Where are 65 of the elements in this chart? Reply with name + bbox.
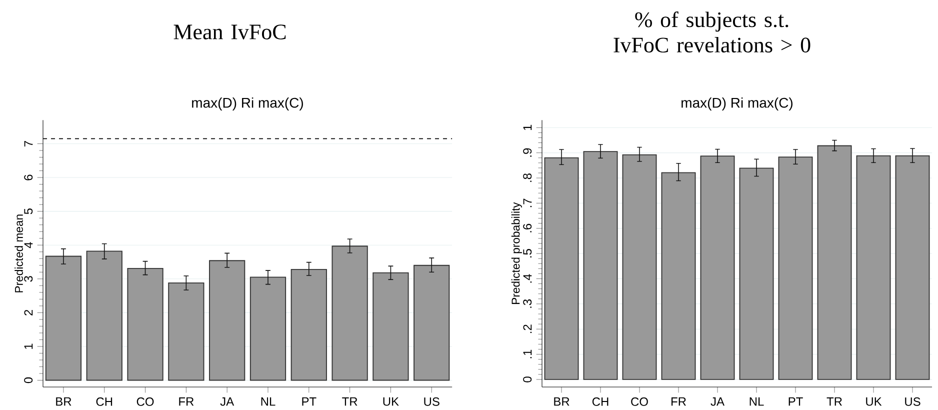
y-axis-title: Predicted probability bbox=[511, 202, 522, 304]
x-tick-label: UK bbox=[383, 397, 399, 406]
chart-subtitle: max(D) Ri max(C) bbox=[682, 97, 792, 110]
y-tick-label: .2 bbox=[523, 324, 532, 333]
x-tick-label: FR bbox=[671, 397, 686, 406]
y-tick-label: .6 bbox=[523, 224, 532, 232]
bar bbox=[127, 268, 164, 381]
y-tick-label: 6 bbox=[24, 174, 33, 180]
x-tick-label: NL bbox=[750, 397, 764, 406]
y-tick-label: 3 bbox=[24, 276, 33, 282]
x-tick-label: UK bbox=[866, 397, 882, 406]
chart-subtitle: max(D) Ri max(C) bbox=[192, 97, 303, 110]
x-tick-label: PT bbox=[302, 397, 316, 406]
y-tick-label: .9 bbox=[523, 148, 532, 157]
x-tick-label: CH bbox=[96, 397, 112, 406]
bar bbox=[817, 145, 852, 380]
y-axis-title: Predicted mean bbox=[14, 214, 23, 292]
x-tick-label: TR bbox=[342, 397, 358, 406]
x-tick-label: FR bbox=[179, 397, 194, 406]
y-tick-label: 5 bbox=[24, 208, 33, 214]
bar bbox=[372, 272, 409, 381]
bar bbox=[86, 250, 122, 381]
y-tick-label: 4 bbox=[24, 242, 33, 248]
bar bbox=[622, 154, 657, 380]
y-tick-label: 1 bbox=[523, 124, 532, 130]
x-tick-label: JA bbox=[220, 397, 234, 406]
y-tick-label: 1 bbox=[24, 344, 33, 349]
bar bbox=[544, 157, 579, 380]
x-tick-label: US bbox=[905, 397, 920, 406]
bar bbox=[414, 264, 450, 381]
bar bbox=[895, 155, 930, 380]
bar bbox=[168, 282, 204, 381]
y-tick-label: 0 bbox=[24, 377, 33, 383]
x-tick-label: US bbox=[424, 397, 440, 406]
y-tick-label: 2 bbox=[24, 310, 33, 316]
x-tick-label: JA bbox=[710, 397, 724, 406]
bar bbox=[739, 168, 774, 380]
y-tick-label: .4 bbox=[523, 274, 532, 282]
bar bbox=[332, 245, 368, 381]
y-tick-label: .7 bbox=[523, 198, 532, 207]
x-tick-label: BR bbox=[554, 397, 570, 406]
y-tick-label: .3 bbox=[523, 299, 532, 308]
bar bbox=[778, 156, 813, 380]
x-tick-label: BR bbox=[56, 397, 72, 406]
bar bbox=[290, 268, 327, 381]
y-tick-label: .8 bbox=[523, 173, 532, 182]
chart-title: Mean IvFoC bbox=[174, 24, 286, 40]
bar bbox=[45, 256, 82, 381]
bar bbox=[583, 150, 618, 380]
chart-title: % of subjects s.t. IvFoC revelations > 0 bbox=[614, 11, 810, 52]
x-tick-label: PT bbox=[788, 397, 803, 406]
x-tick-label: CH bbox=[592, 397, 608, 406]
bar bbox=[250, 276, 286, 381]
x-tick-label: CO bbox=[136, 397, 154, 406]
x-tick-label: CO bbox=[631, 397, 648, 406]
bar bbox=[661, 172, 696, 380]
bar bbox=[209, 260, 246, 381]
bar bbox=[700, 155, 735, 380]
y-tick-label: .5 bbox=[523, 248, 532, 258]
bar bbox=[856, 155, 891, 380]
x-tick-label: TR bbox=[826, 397, 842, 406]
y-tick-label: 7 bbox=[24, 140, 33, 146]
x-tick-label: NL bbox=[261, 397, 276, 406]
y-tick-label: .1 bbox=[523, 350, 532, 358]
y-tick-label: 0 bbox=[523, 376, 532, 382]
